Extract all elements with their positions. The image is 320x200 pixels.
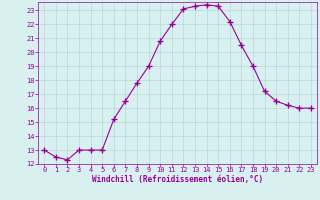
X-axis label: Windchill (Refroidissement éolien,°C): Windchill (Refroidissement éolien,°C): [92, 175, 263, 184]
